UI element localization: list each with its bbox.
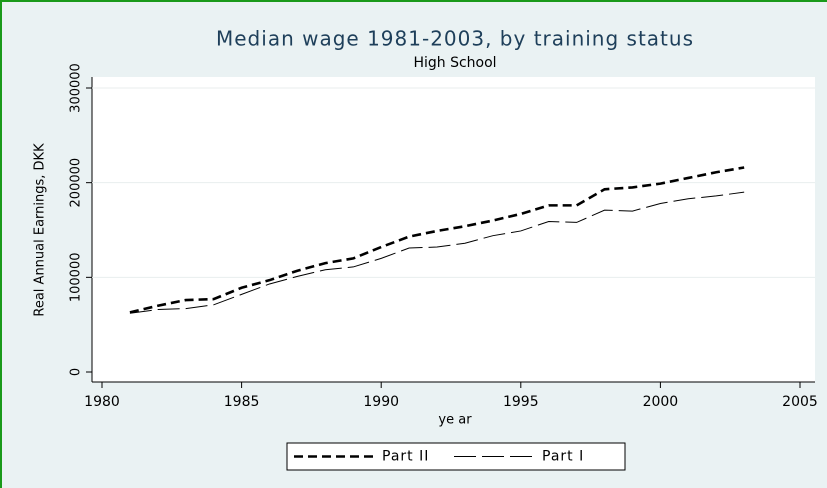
y-tick-label: 200000 — [69, 158, 84, 208]
y-tick-label: 0 — [69, 368, 84, 376]
chart-subtitle: High School — [413, 55, 496, 71]
plot-area — [92, 77, 815, 382]
chart-title: Median wage 1981-2003, by training statu… — [216, 27, 694, 51]
x-tick-label: 2005 — [782, 394, 818, 410]
x-axis-label: ye ar — [438, 413, 472, 428]
y-axis-label: Real Annual Earnings, DKK — [33, 143, 48, 317]
x-tick-label: 1995 — [503, 394, 539, 410]
y-tick-label: 300000 — [69, 63, 84, 113]
series-line — [129, 166, 745, 314]
legend-label: Part I — [542, 449, 584, 465]
x-tick-label: 1985 — [224, 394, 260, 410]
x-tick-label: 2000 — [643, 394, 679, 410]
y-tick-label: 100000 — [69, 253, 84, 303]
legend-label: Part II — [382, 449, 429, 465]
series-line — [129, 191, 745, 314]
x-tick-label: 1980 — [84, 394, 120, 410]
x-tick-label: 1990 — [363, 394, 399, 410]
